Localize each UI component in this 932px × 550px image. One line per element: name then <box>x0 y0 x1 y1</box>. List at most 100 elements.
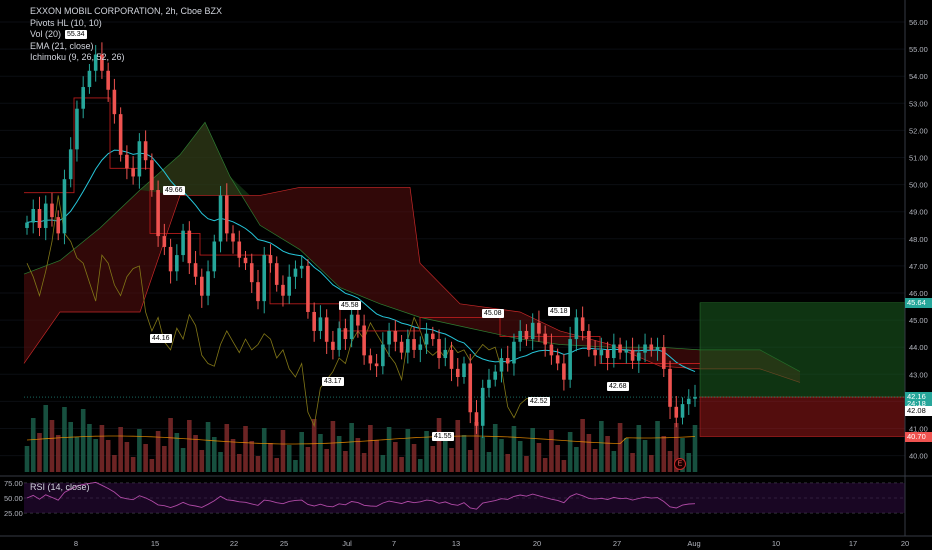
volume-bar <box>180 448 186 472</box>
price-tick-label: 47.00 <box>909 262 928 271</box>
candle-body <box>693 397 697 399</box>
volume-bar <box>118 427 123 472</box>
volume-bar <box>399 457 404 472</box>
volume-bar <box>293 460 298 472</box>
earnings-marker-label: E <box>678 461 683 468</box>
candle-body <box>580 317 585 331</box>
time-tick-label: 17 <box>849 539 857 548</box>
pivot-label-low: 42.68 <box>607 382 629 391</box>
candle-body <box>181 230 185 256</box>
time-tick-label: 7 <box>392 539 396 548</box>
volume-bar <box>230 439 236 472</box>
indicator-pivots[interactable]: Pivots HL (10, 10) <box>30 17 102 28</box>
candle-body <box>200 276 204 296</box>
candle-body <box>218 195 223 242</box>
candle-body <box>293 268 298 277</box>
volume-bar <box>680 438 685 472</box>
candle-body <box>125 154 129 169</box>
pivot-label-low: 41.55 <box>432 432 454 441</box>
volume-bar <box>355 438 361 472</box>
earnings-marker[interactable]: E <box>674 458 686 470</box>
price-tick-label: 45.00 <box>909 316 928 325</box>
candle-body <box>56 217 61 234</box>
volume-bar <box>586 434 592 472</box>
candle-body <box>150 160 154 191</box>
rsi-level-label: 25.00 <box>4 509 23 518</box>
volume-bar <box>149 459 155 472</box>
price-tick-label: 41.00 <box>909 425 928 434</box>
price-tick-label: 56.00 <box>909 18 928 27</box>
candle-body <box>587 330 591 350</box>
volume-bar <box>673 423 679 472</box>
volume-bar <box>330 421 336 472</box>
candle-body <box>25 222 29 228</box>
volume-bar <box>368 425 373 472</box>
rsi-legend[interactable]: RSI (14, close) <box>30 482 90 492</box>
candle-body <box>612 344 616 359</box>
volume-bar <box>205 422 211 472</box>
candle-body <box>100 54 104 71</box>
volume-bar <box>93 439 98 472</box>
candle-body <box>605 349 610 359</box>
candle-body <box>131 168 135 177</box>
indicator-ema[interactable]: EMA (21, close) <box>30 40 94 51</box>
price-axis-tag: 40.70 <box>905 431 932 442</box>
indicator-volume[interactable]: Vol (20) <box>30 29 62 39</box>
candle-body <box>549 344 554 356</box>
volume-bar <box>424 431 429 472</box>
candle-body <box>468 363 473 413</box>
volume-bar <box>574 447 579 472</box>
volume-bar <box>542 458 548 472</box>
pivot-level-line <box>24 97 700 364</box>
candle-body <box>299 265 304 269</box>
volume-bar <box>517 441 523 472</box>
volume-bar <box>155 431 161 472</box>
candle-body <box>249 263 254 283</box>
candle-body <box>43 203 48 228</box>
candle-body <box>412 339 416 350</box>
price-axis-tag: 42.16 <box>905 392 932 403</box>
volume-bar <box>243 426 248 472</box>
candle-body <box>137 141 142 177</box>
candle-body <box>87 70 92 88</box>
chart-legend: EXXON MOBIL CORPORATION, 2h, Cboe BZX Pi… <box>30 6 222 64</box>
candle-body <box>537 322 541 334</box>
candle-body <box>574 317 579 340</box>
candle-body <box>212 241 217 272</box>
candle-body <box>268 255 273 264</box>
candle-body <box>480 387 485 426</box>
symbol-title[interactable]: EXXON MOBIL CORPORATION, 2h, Cboe BZX <box>30 6 223 16</box>
candle-body <box>399 341 404 353</box>
time-tick-label: 25 <box>280 539 288 548</box>
candle-body <box>493 371 498 380</box>
long-position-tool[interactable] <box>699 302 906 437</box>
indicator-ichimoku[interactable]: Ichimoku (9, 26, 52, 26) <box>30 52 125 62</box>
candle-body <box>306 265 310 312</box>
price-tick-label: 52.00 <box>909 126 928 135</box>
candle-body <box>562 363 566 380</box>
rsi-level-label: 75.00 <box>4 479 23 488</box>
volume-bar <box>436 418 442 472</box>
candle-body <box>362 325 366 356</box>
volume-bar <box>349 423 354 472</box>
candle-body <box>474 412 479 426</box>
candle-body <box>524 330 529 340</box>
candle-body <box>661 347 666 369</box>
volume-bar <box>386 427 392 472</box>
volume-bar <box>24 446 30 472</box>
price-axis-tag: 42.08 <box>905 406 932 417</box>
volume-bar <box>299 432 304 472</box>
candle-body <box>75 108 79 150</box>
candle-body <box>206 271 210 296</box>
volume-bar <box>74 437 80 472</box>
volume-bar <box>261 428 267 472</box>
candle-body <box>406 339 410 353</box>
candle-body <box>430 333 435 340</box>
volume-bar <box>636 425 642 472</box>
volume-bar <box>318 434 323 472</box>
price-axis-tag: 45.64 <box>905 297 932 308</box>
price-tick-label: 40.00 <box>909 452 928 461</box>
volume-bar <box>536 443 542 472</box>
candle-body <box>231 233 235 242</box>
